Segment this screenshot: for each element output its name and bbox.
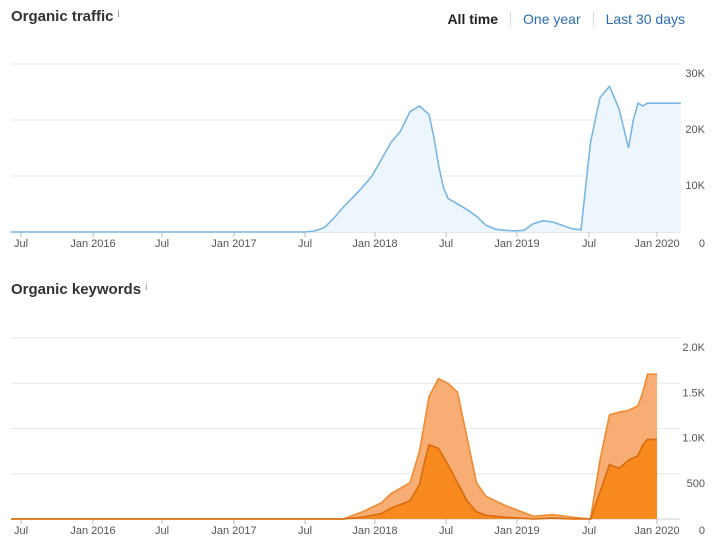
- traffic-series-0-area: [11, 86, 681, 233]
- traffic-x-tick-label: Jan 2018: [352, 238, 397, 250]
- keywords-x-tick-label: Jul: [155, 525, 169, 537]
- keywords-series-1-area: [11, 439, 657, 519]
- organic-traffic-chart: 30K 20K 10K 0 Jul Jan 2016 Jul Jan 2017 Jul Jan 2…: [11, 63, 706, 250]
- keywords-x-tick-label: Jan 2017: [211, 525, 256, 537]
- keywords-y-tick-label: 1.0K: [682, 433, 705, 445]
- organic-traffic-title-text: Organic traffic: [11, 8, 114, 25]
- keywords-x-tick-label: Jan 2019: [494, 525, 539, 537]
- traffic-x-tick-label: Jul: [582, 238, 596, 250]
- traffic-x-tick-label: Jul: [14, 238, 28, 250]
- keywords-y-tick-label: 500: [687, 478, 705, 490]
- range-one-year[interactable]: One year: [510, 11, 593, 27]
- info-icon[interactable]: i: [145, 282, 148, 293]
- keywords-y-tick-label: 2.0K: [682, 342, 705, 354]
- keywords-series-0-area: [11, 374, 657, 519]
- organic-keywords-title-text: Organic keywords: [11, 281, 142, 298]
- keywords-y-tick-label: 1.5K: [682, 387, 705, 399]
- traffic-series-0-line: [11, 84, 681, 233]
- traffic-x-tick-label: Jan 2016: [70, 238, 115, 250]
- keywords-x-tick-label: Jan 2016: [70, 525, 115, 537]
- range-last-30-days[interactable]: Last 30 days: [592, 11, 685, 27]
- keywords-x-tick-label: Jul: [439, 525, 453, 537]
- traffic-y-tick-label: 30K: [685, 68, 705, 80]
- keywords-series-0-line: [11, 373, 657, 520]
- keywords-series-1-line: [11, 438, 657, 520]
- keywords-x-tick-label: Jan 2020: [634, 525, 679, 537]
- keywords-y-tick-label: 0: [699, 525, 705, 537]
- traffic-x-tick-label: Jan 2019: [494, 238, 539, 250]
- range-selector: All time One year Last 30 days: [447, 11, 685, 27]
- keywords-x-tick-label: Jul: [14, 525, 28, 537]
- traffic-y-tick-label: 10K: [685, 180, 705, 192]
- range-all-time[interactable]: All time: [447, 11, 499, 27]
- traffic-x-tick-label: Jul: [298, 238, 312, 250]
- organic-traffic-title: Organic traffic i: [11, 8, 120, 25]
- traffic-x-tick-label: Jan 2020: [634, 238, 679, 250]
- traffic-x-tick-label: Jul: [155, 238, 169, 250]
- organic-keywords-title: Organic keywords i: [11, 281, 147, 298]
- traffic-y-tick-label: 0: [699, 238, 705, 250]
- keywords-x-tick-label: Jul: [582, 525, 596, 537]
- keywords-x-tick-label: Jul: [298, 525, 312, 537]
- traffic-x-tick-label: Jan 2017: [211, 238, 256, 250]
- info-icon[interactable]: i: [117, 9, 120, 20]
- traffic-x-tick-label: Jul: [439, 238, 453, 250]
- keywords-x-tick-label: Jan 2018: [352, 525, 397, 537]
- traffic-y-tick-label: 20K: [685, 124, 705, 136]
